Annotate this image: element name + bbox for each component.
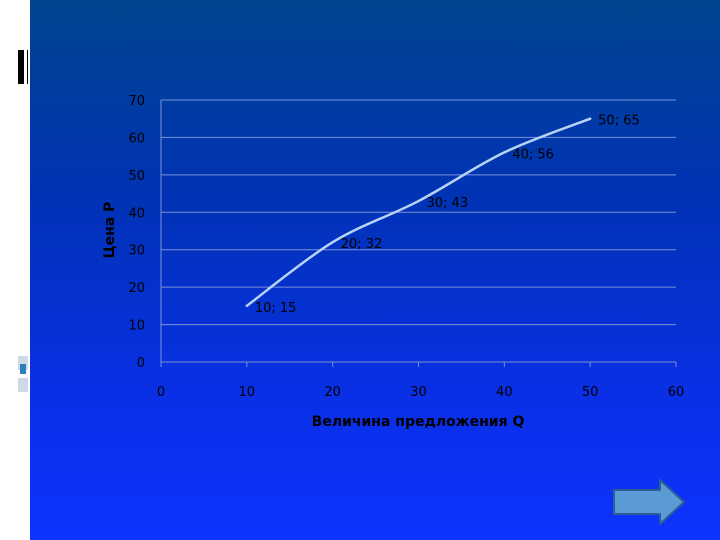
next-slide-button[interactable] bbox=[610, 476, 690, 528]
x-tick-label: 30 bbox=[410, 385, 427, 400]
x-tick-label: 60 bbox=[668, 385, 685, 400]
x-tick-label: 10 bbox=[239, 385, 256, 400]
side-marker bbox=[20, 364, 26, 374]
y-tick-label: 20 bbox=[128, 281, 145, 296]
grid-lines bbox=[161, 99, 676, 326]
x-tick-label: 40 bbox=[496, 385, 513, 400]
y-tick-label: 50 bbox=[128, 169, 145, 184]
data-label: 30; 43 bbox=[427, 196, 469, 211]
data-label: 20; 32 bbox=[341, 237, 383, 252]
title-accent-bar bbox=[18, 50, 28, 84]
data-labels: 10; 15 20; 32 30; 43 40; 56 50; 65 bbox=[255, 114, 640, 316]
x-tick-label: 0 bbox=[157, 385, 165, 400]
data-label: 50; 65 bbox=[598, 114, 640, 129]
axes bbox=[160, 100, 677, 367]
slide-margin bbox=[0, 0, 30, 540]
y-tick-label: 10 bbox=[128, 319, 145, 334]
slide-background bbox=[30, 0, 720, 540]
side-decoration-block bbox=[18, 356, 28, 370]
data-label: 10; 15 bbox=[255, 301, 297, 316]
series-line bbox=[245, 117, 592, 308]
y-tick-label: 70 bbox=[128, 94, 145, 109]
y-axis-label: Цена P bbox=[102, 202, 118, 259]
y-tick-label: 0 bbox=[137, 356, 145, 371]
y-tick-label: 60 bbox=[128, 131, 145, 146]
data-label: 40; 56 bbox=[512, 147, 554, 162]
y-tick-label: 40 bbox=[128, 206, 145, 221]
x-tick-label: 20 bbox=[324, 385, 341, 400]
right-arrow-icon bbox=[613, 479, 685, 525]
side-decoration-block bbox=[18, 378, 28, 392]
y-tick-labels: 0 10 20 30 40 50 60 70 bbox=[128, 94, 145, 371]
x-tick-label: 50 bbox=[582, 385, 599, 400]
y-tick-label: 30 bbox=[128, 244, 145, 259]
title-accent-stripe bbox=[24, 50, 27, 84]
x-tick-labels: 0 10 20 30 40 50 60 bbox=[157, 385, 684, 400]
x-axis-label: Величина предложения Q bbox=[312, 414, 525, 430]
